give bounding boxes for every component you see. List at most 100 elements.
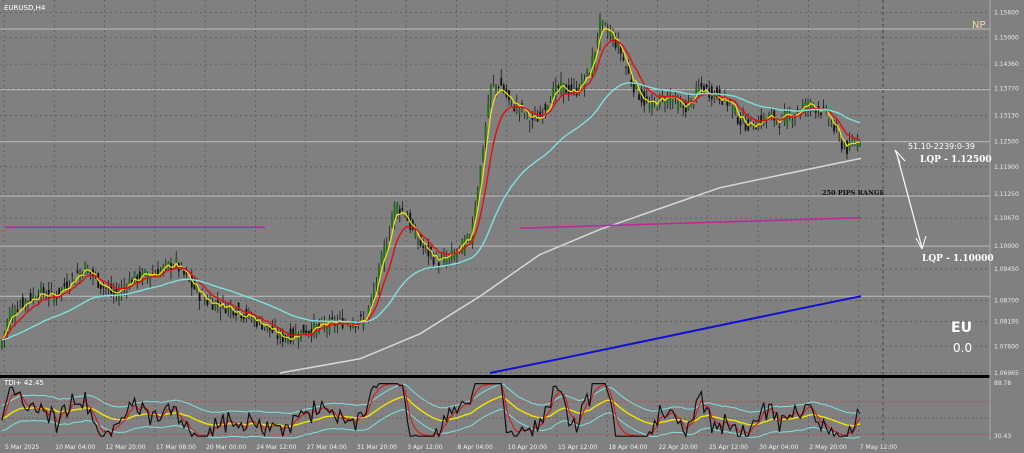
candle-body xyxy=(846,140,848,155)
candle-body xyxy=(307,331,310,334)
candle-body xyxy=(768,114,770,120)
lqp-upper-label: LQP - 1.12500 xyxy=(920,155,992,165)
candle-body xyxy=(840,140,843,150)
candle-body xyxy=(76,270,79,273)
candle-body xyxy=(258,318,261,319)
candle-body xyxy=(539,111,542,117)
candle-body xyxy=(240,315,243,319)
candle-body xyxy=(557,85,560,89)
candle-body xyxy=(710,86,713,100)
candle-body xyxy=(445,258,448,266)
candle-body xyxy=(651,100,653,111)
price-tick-label: 1.07600 xyxy=(994,343,1019,350)
range-arrow-line xyxy=(895,150,923,249)
candle-body xyxy=(606,31,609,33)
candle-body xyxy=(700,83,703,88)
price-tick-label: 1.14360 xyxy=(994,61,1019,68)
candle-body xyxy=(755,127,757,130)
info-text: 51.10-2239:0-39 xyxy=(908,142,975,151)
candle-body xyxy=(669,94,672,102)
candle-body xyxy=(838,136,841,138)
time-tick-label: 8 Apr 04:00 xyxy=(457,444,492,451)
candle-body xyxy=(146,274,149,279)
candle-body xyxy=(422,246,425,248)
candle-body xyxy=(541,115,544,119)
candle-body xyxy=(60,287,63,293)
candle-body xyxy=(401,208,404,210)
candle-body xyxy=(21,297,24,308)
candle-body xyxy=(424,245,427,247)
candle-body xyxy=(718,89,721,101)
candle-body xyxy=(591,56,594,76)
candle-body xyxy=(185,271,188,275)
candle-body xyxy=(687,101,690,111)
candle-body xyxy=(762,115,765,124)
candle-body xyxy=(502,85,505,93)
candle-body xyxy=(339,317,341,320)
candle-body xyxy=(105,287,107,289)
candle-body xyxy=(489,84,492,100)
candle-body xyxy=(528,122,531,125)
candle-body xyxy=(843,145,846,148)
candle-body xyxy=(544,104,547,110)
candle-body xyxy=(391,217,393,228)
candle-body xyxy=(856,139,859,148)
candle-body xyxy=(235,311,237,316)
time-tick-label: 10 Mar 04:00 xyxy=(55,444,95,451)
candle-body xyxy=(705,84,708,88)
candle-body xyxy=(84,262,87,275)
candle-body xyxy=(583,79,586,90)
candle-body xyxy=(573,86,575,88)
candle-body xyxy=(627,64,630,74)
time-tick-label: 12 Mar 20:00 xyxy=(106,444,146,451)
candle-body xyxy=(580,76,583,87)
candle-body xyxy=(219,309,222,312)
price-tick-label: 1.09450 xyxy=(994,266,1019,273)
pane-separator xyxy=(0,375,990,378)
candle-body xyxy=(310,328,313,337)
candle-body xyxy=(830,122,833,125)
candle-body xyxy=(53,295,55,303)
candle-body xyxy=(224,308,227,314)
candle-body xyxy=(432,257,435,265)
time-tick-label: 5 Mar 2025 xyxy=(5,444,39,451)
candle-body xyxy=(453,252,456,260)
candle-body xyxy=(136,275,139,283)
candle-body xyxy=(6,320,9,333)
candle-body xyxy=(406,216,409,221)
candle-body xyxy=(138,271,141,280)
candle-body xyxy=(279,332,282,338)
tdi-tick-label: 30.43 xyxy=(994,433,1011,440)
candle-body xyxy=(638,94,640,100)
candle-body xyxy=(430,246,432,253)
candle-body xyxy=(349,326,352,327)
candle-body xyxy=(775,120,778,122)
candle-body xyxy=(107,288,110,290)
candle-body xyxy=(479,165,482,191)
price-axis: 1.15600 1.15000 1.14360 1.13770 1.13130 1.125… xyxy=(989,0,1019,440)
candle-body xyxy=(604,23,607,25)
candle-body xyxy=(229,306,232,313)
candle-body xyxy=(853,143,856,145)
eu-label: EU xyxy=(951,320,972,336)
candle-body xyxy=(822,106,825,108)
candle-body xyxy=(664,103,666,105)
candle-body xyxy=(359,314,362,317)
candle-body xyxy=(144,269,146,276)
candle-body xyxy=(323,323,326,330)
candle-body xyxy=(474,206,477,220)
tdi-tick-label: 88.78 xyxy=(994,380,1011,387)
candle-body xyxy=(578,88,581,91)
candle-body xyxy=(380,253,383,265)
candle-body xyxy=(263,326,266,328)
candle-body xyxy=(354,326,357,328)
candle-body xyxy=(47,289,50,298)
candle-body xyxy=(801,104,804,109)
candle-body xyxy=(32,294,35,299)
candle-body xyxy=(375,283,378,287)
candle-body xyxy=(692,103,695,107)
candle-body xyxy=(523,114,526,116)
lqp-lower-label: LQP - 1.10000 xyxy=(922,254,994,264)
